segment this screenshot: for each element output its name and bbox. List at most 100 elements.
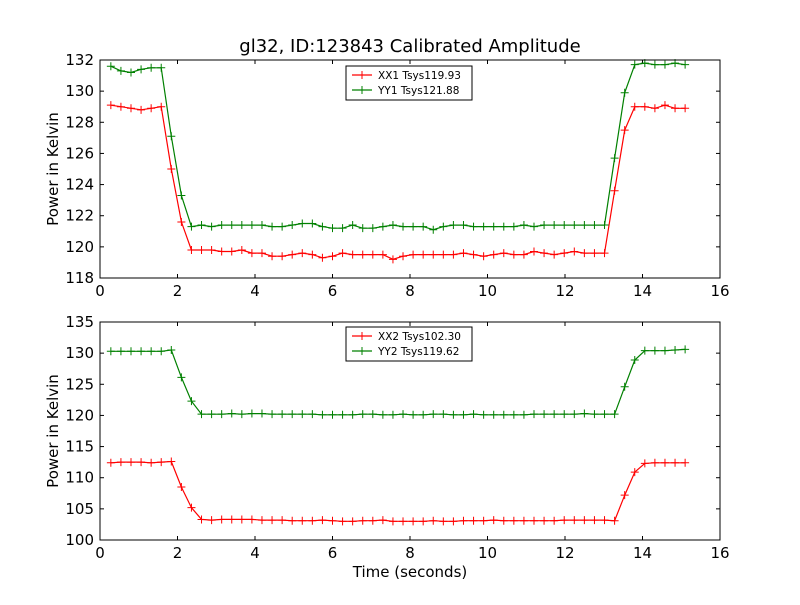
data-point	[187, 245, 196, 254]
data-point	[620, 491, 629, 500]
data-point	[217, 515, 226, 524]
data-point	[550, 250, 559, 259]
legend-label: YY2 Tsys119.62	[377, 346, 459, 358]
data-point	[348, 517, 357, 526]
data-point	[338, 224, 347, 233]
data-point	[147, 347, 156, 356]
legend: XX2 Tsys102.30 YY2 Tsys119.62	[345, 326, 473, 362]
data-point	[409, 222, 418, 231]
data-point	[247, 221, 256, 230]
data-point	[247, 409, 256, 418]
chart-title: gl32, ID:123843 Calibrated Amplitude	[239, 36, 580, 57]
data-point	[650, 458, 659, 467]
data-point	[419, 410, 428, 419]
x-tick-label: 6	[328, 282, 338, 300]
y-tick-label: 120	[65, 406, 94, 424]
data-point	[288, 221, 297, 230]
x-tick-label: 12	[555, 544, 574, 562]
data-point	[650, 346, 659, 355]
data-point	[671, 346, 680, 355]
data-point	[399, 252, 408, 261]
data-point	[640, 102, 649, 111]
x-tick-label: 8	[405, 282, 415, 300]
data-point	[298, 219, 307, 228]
data-point	[298, 410, 307, 419]
y-tick-label: 132	[65, 51, 94, 69]
data-point	[409, 410, 418, 419]
data-point	[257, 221, 266, 230]
legend: XX1 Tsys119.93 YY1 Tsys121.88	[345, 65, 473, 101]
data-point	[489, 410, 498, 419]
data-point	[550, 221, 559, 230]
data-point	[268, 222, 277, 231]
y-tick-label: 122	[65, 207, 94, 225]
data-point	[388, 410, 397, 419]
data-point	[197, 245, 206, 254]
data-point	[409, 517, 418, 526]
data-point	[469, 222, 478, 231]
data-point	[399, 517, 408, 526]
data-point	[378, 250, 387, 259]
y-tick-label: 125	[65, 375, 94, 393]
data-point	[207, 516, 216, 525]
data-point	[660, 346, 669, 355]
data-point	[137, 347, 146, 356]
data-point	[630, 468, 639, 477]
data-point	[681, 458, 690, 467]
data-point	[328, 252, 337, 261]
data-point	[620, 88, 629, 97]
data-point	[197, 221, 206, 230]
data-point	[217, 221, 226, 230]
data-point	[509, 222, 518, 231]
data-point	[298, 249, 307, 258]
data-point	[600, 221, 609, 230]
data-point	[308, 219, 317, 228]
data-point	[449, 250, 458, 259]
data-point	[560, 221, 569, 230]
x-tick-label: 16	[710, 282, 729, 300]
data-point	[278, 222, 287, 231]
data-point	[127, 104, 135, 113]
data-point	[499, 516, 508, 525]
y-tick-label: 126	[65, 144, 94, 162]
data-point	[640, 346, 649, 355]
data-point	[580, 409, 589, 418]
x-tick-label: 4	[250, 282, 260, 300]
data-point	[509, 250, 518, 259]
data-point	[338, 517, 347, 526]
x-tick-label: 4	[250, 544, 260, 562]
data-point	[388, 221, 397, 230]
x-tick-label: 0	[95, 282, 105, 300]
data-point	[630, 102, 639, 111]
data-point	[187, 397, 196, 406]
x-tick-label: 6	[328, 544, 338, 562]
data-point	[449, 517, 458, 526]
x-tick-label: 10	[478, 544, 497, 562]
data-point	[671, 458, 680, 467]
data-point	[247, 249, 256, 258]
data-point	[479, 222, 488, 231]
data-point	[570, 247, 579, 256]
data-point	[479, 516, 488, 525]
data-point	[499, 222, 508, 231]
data-point	[681, 345, 690, 354]
series-line-2	[110, 62, 686, 231]
y-axis-label: Power in Kelvin	[44, 374, 62, 488]
x-tick-label: 10	[478, 282, 497, 300]
data-point	[127, 458, 135, 467]
x-tick-label: 12	[555, 282, 574, 300]
x-tick-label: 8	[405, 544, 415, 562]
y-tick-label: 135	[65, 313, 94, 331]
legend-marker	[358, 347, 366, 355]
data-point	[530, 516, 538, 525]
data-point	[116, 102, 125, 111]
data-point	[378, 410, 387, 419]
data-point	[560, 249, 569, 258]
data-point	[227, 515, 236, 524]
y-tick-label: 128	[65, 113, 94, 131]
data-point	[157, 102, 166, 111]
data-point	[227, 247, 236, 256]
data-point	[459, 249, 468, 258]
y-tick-label: 110	[65, 469, 94, 487]
